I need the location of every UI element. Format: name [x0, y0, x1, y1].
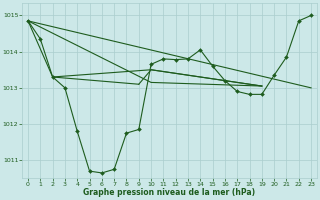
X-axis label: Graphe pression niveau de la mer (hPa): Graphe pression niveau de la mer (hPa): [84, 188, 256, 197]
